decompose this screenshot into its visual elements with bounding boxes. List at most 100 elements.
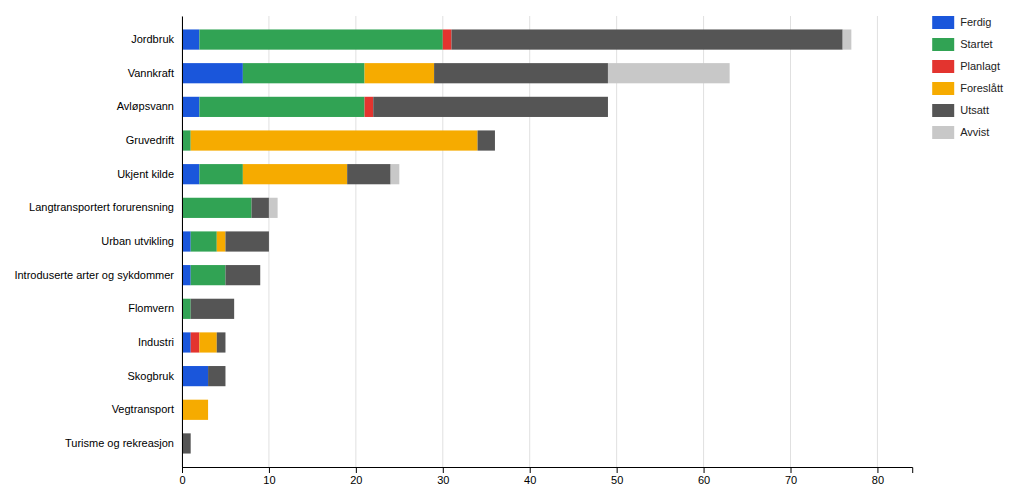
bar-segment (451, 29, 842, 49)
legend-swatch (932, 16, 954, 29)
legend-label: Startet (960, 38, 992, 50)
bar-segment (199, 29, 442, 49)
y-tick: Industri (138, 336, 174, 348)
legend-item: Planlagt (932, 60, 1000, 73)
bars (182, 29, 851, 453)
y-tick-label: Turisme og rekreasjon (65, 437, 174, 449)
x-axis-line (183, 468, 913, 474)
y-tick: Introduserte arter og sykdommer (14, 269, 174, 281)
bar-segment (225, 231, 268, 251)
legend-item: Foreslått (932, 82, 1003, 95)
bar-segment (269, 198, 278, 218)
plot: 01020304050607080JordbrukVannkraftAvløps… (14, 16, 912, 486)
series (182, 29, 443, 318)
y-tick: Ukjent kilde (117, 168, 174, 180)
bar-segment (208, 400, 209, 420)
x-tick-label: 10 (263, 474, 275, 486)
bar-segment (365, 63, 435, 83)
x-tick-mark (617, 467, 618, 473)
bar-segment (391, 164, 400, 184)
bar-segment (191, 299, 234, 319)
series (191, 29, 452, 352)
series (269, 29, 851, 217)
y-tick-label: Vegtransport (112, 403, 174, 415)
chart-container: 01020304050607080JordbrukVannkraftAvløps… (0, 0, 1023, 501)
x-axis: 01020304050607080 (179, 467, 912, 486)
legend-label: Foreslått (960, 82, 1003, 94)
legend-label: Avvist (960, 126, 989, 138)
bar-segment (199, 164, 242, 184)
y-tick-label: Gruvedrift (126, 134, 174, 146)
bar-segment (243, 164, 347, 184)
bar-segment (608, 63, 730, 83)
chart-svg: 01020304050607080JordbrukVannkraftAvløps… (0, 0, 1023, 501)
x-tick-mark (269, 467, 270, 473)
legend-item: Ferdig (932, 16, 991, 29)
x-tick: 80 (872, 467, 884, 486)
bar-segment (494, 130, 495, 150)
bar-segment (199, 97, 364, 117)
x-tick: 0 (179, 467, 185, 486)
x-tick-label: 60 (698, 474, 710, 486)
y-tick: Avløpsvann (117, 100, 174, 112)
y-axis-line (182, 17, 183, 468)
bar-segment (191, 130, 478, 150)
y-tick-label: Langtransportert forurensning (29, 201, 174, 213)
y-tick-label: Skogbruk (128, 370, 175, 382)
bar-segment (252, 198, 269, 218)
x-tick: 60 (698, 467, 710, 486)
bar-segment (225, 265, 260, 285)
x-tick: 20 (350, 467, 362, 486)
y-tick-label: Urban utvikling (101, 235, 174, 247)
x-tick-mark (356, 467, 357, 473)
bar-segment (182, 332, 191, 352)
y-tick: Langtransportert forurensning (29, 201, 174, 213)
legend-label: Utsatt (960, 104, 989, 116)
y-tick: Skogbruk (128, 370, 175, 382)
y-tick: Urban utvikling (101, 235, 174, 247)
grid (182, 16, 877, 467)
y-axis: Jordbruk Vannkraft Avløpsvann Gruvedrift Ukj… (14, 17, 182, 468)
bar-segment (182, 265, 191, 285)
x-tick-mark (877, 467, 878, 473)
bar-segment (182, 63, 243, 83)
bar-segment (182, 97, 199, 117)
bar-segment (182, 400, 208, 420)
bar-segment (182, 164, 199, 184)
bar-segment (208, 400, 209, 420)
bar-segment (225, 366, 226, 386)
y-tick: Vegtransport (112, 403, 174, 415)
bar-segment (191, 231, 217, 251)
bar-segment (182, 366, 208, 386)
y-tick-label: Jordbruk (131, 33, 174, 45)
legend-swatch (932, 38, 954, 51)
bar-segment (243, 63, 365, 83)
bar-segment (191, 332, 200, 352)
grid-line (442, 16, 443, 467)
bar-segment (182, 198, 252, 218)
bar-segment (225, 332, 226, 352)
grid-line (182, 16, 183, 467)
series (182, 29, 843, 453)
y-tick-label: Vannkraft (128, 67, 174, 79)
bar-segment (217, 332, 226, 352)
legend-swatch (932, 60, 954, 73)
x-tick-label: 40 (524, 474, 536, 486)
legend-swatch (932, 104, 954, 117)
x-tick-mark (443, 467, 444, 473)
y-tick: Turisme og rekreasjon (65, 437, 174, 449)
y-tick: Flomvern (128, 302, 174, 314)
bar-segment (182, 299, 191, 319)
bar-segment (347, 164, 390, 184)
grid-line (529, 16, 530, 467)
grid-line (703, 16, 704, 467)
bar-segment (268, 231, 269, 251)
grid-line (790, 16, 791, 467)
legend-label: Ferdig (960, 16, 991, 28)
legend-item: Startet (932, 38, 992, 51)
y-tick-label: Ukjent kilde (117, 168, 174, 180)
y-tick: Gruvedrift (126, 134, 174, 146)
bar-segment (373, 97, 608, 117)
x-tick-mark (704, 467, 705, 473)
x-tick-mark (530, 467, 531, 473)
